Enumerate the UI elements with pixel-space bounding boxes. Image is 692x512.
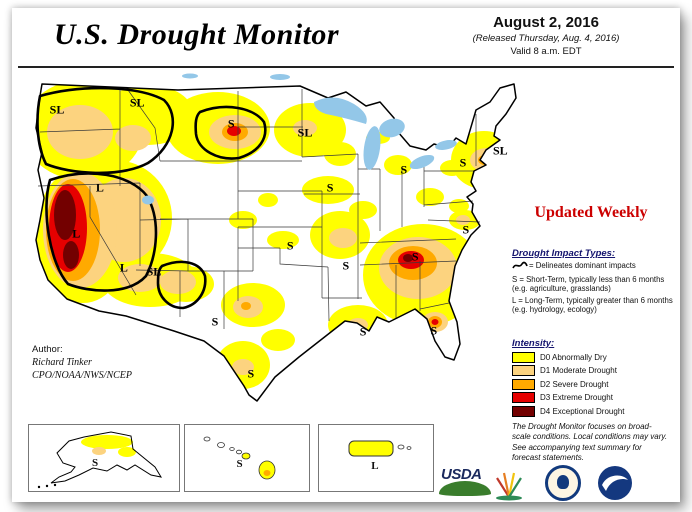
great-lakes xyxy=(142,73,457,205)
usda-swoosh xyxy=(439,481,491,496)
hawaii-inset: S xyxy=(184,424,310,492)
intensity-item: D3 Extreme Drought xyxy=(512,392,674,403)
commerce-seal xyxy=(545,465,581,501)
impact-short-text: S = Short-Term, typically less than 6 mo… xyxy=(512,274,665,294)
report-date: August 2, 2016 xyxy=(493,14,599,31)
impact-long-text: L = Long-Term, typically greater than 6 … xyxy=(512,295,673,315)
intensity-label: D3 Extreme Drought xyxy=(540,393,613,402)
valid-time: Valid 8 a.m. EDT xyxy=(510,46,582,57)
intensity-swatch xyxy=(512,392,535,403)
commerce-seal-emblem xyxy=(557,475,569,489)
intensity-legend: Intensity: D0 Abnormally Dry D1 Moderate … xyxy=(512,338,674,417)
impact-short-row: S = Short-Term, typically less than 6 mo… xyxy=(512,275,674,294)
intensity-item: D2 Severe Drought xyxy=(512,378,674,390)
intensity-items: D0 Abnormally Dry D1 Moderate Drought D2 S… xyxy=(512,351,674,417)
disclaimer-note: The Drought Monitor focuses on broad-sca… xyxy=(512,422,668,463)
impact-contours xyxy=(36,86,267,310)
intensity-item: D4 Exceptional Drought xyxy=(512,405,674,417)
impact-types-heading: Drought Impact Types: xyxy=(512,248,616,259)
dominant-impacts-line-icon xyxy=(512,261,529,273)
released-date: (Released Thursday, Aug. 4, 2016) xyxy=(472,33,620,44)
intensity-item: D0 Abnormally Dry xyxy=(512,351,674,363)
updated-weekly-badge: Updated Weekly xyxy=(534,204,648,221)
ndmc-logo xyxy=(492,469,526,501)
alaska-outline xyxy=(50,431,163,484)
intensity-label: D4 Exceptional Drought xyxy=(540,406,625,416)
intensity-label: D0 Abnormally Dry xyxy=(540,352,607,362)
header-divider xyxy=(18,66,674,68)
header-date-block: August 2, 2016 (Released Thursday, Aug. … xyxy=(442,14,650,57)
impact-delineates-row: = Delineates dominant impacts xyxy=(512,261,674,273)
author-block: Author: Richard Tinker CPO/NOAA/NWS/NCEP xyxy=(32,344,132,382)
intensity-swatch xyxy=(512,378,535,390)
noaa-logo xyxy=(597,465,633,501)
author-label: Author: xyxy=(32,344,63,355)
intensity-swatch xyxy=(512,405,535,417)
impact-long-row: L = Long-Term, typically greater than 6 … xyxy=(512,296,674,315)
intensity-label: D2 Severe Drought xyxy=(540,379,609,389)
intensity-heading: Intensity: xyxy=(512,338,555,349)
author-name: Richard Tinker xyxy=(32,357,92,369)
conus-map: SL SL S SL L L S S S SL L SL S S S S S S S S xyxy=(28,70,520,404)
hawaii-impact-label: S xyxy=(236,457,243,470)
author-org: CPO/NOAA/NWS/NCEP xyxy=(32,370,132,382)
intensity-item: D1 Moderate Drought xyxy=(512,365,674,376)
drought-monitor-page: U.S. Drought Monitor August 2, 2016 (Rel… xyxy=(12,8,680,502)
intensity-swatch xyxy=(512,365,535,376)
usda-wordmark: USDA xyxy=(441,466,482,483)
impact-delineates-text: = Delineates dominant impacts xyxy=(529,261,636,270)
page-title: U.S. Drought Monitor xyxy=(54,18,340,51)
usda-logo: USDA xyxy=(438,463,492,499)
intensity-swatch xyxy=(512,351,535,363)
intensity-label: D1 Moderate Drought xyxy=(540,366,617,375)
puerto-rico-impact-label: L xyxy=(371,459,379,472)
us-map-svg xyxy=(35,73,517,402)
alaska-impact-label: S xyxy=(91,457,99,470)
alaska-inset: S xyxy=(28,424,180,492)
puerto-rico-inset: L xyxy=(318,424,434,492)
impact-types-legend: Drought Impact Types: = Delineates domin… xyxy=(512,248,674,315)
state-borders xyxy=(37,89,481,329)
